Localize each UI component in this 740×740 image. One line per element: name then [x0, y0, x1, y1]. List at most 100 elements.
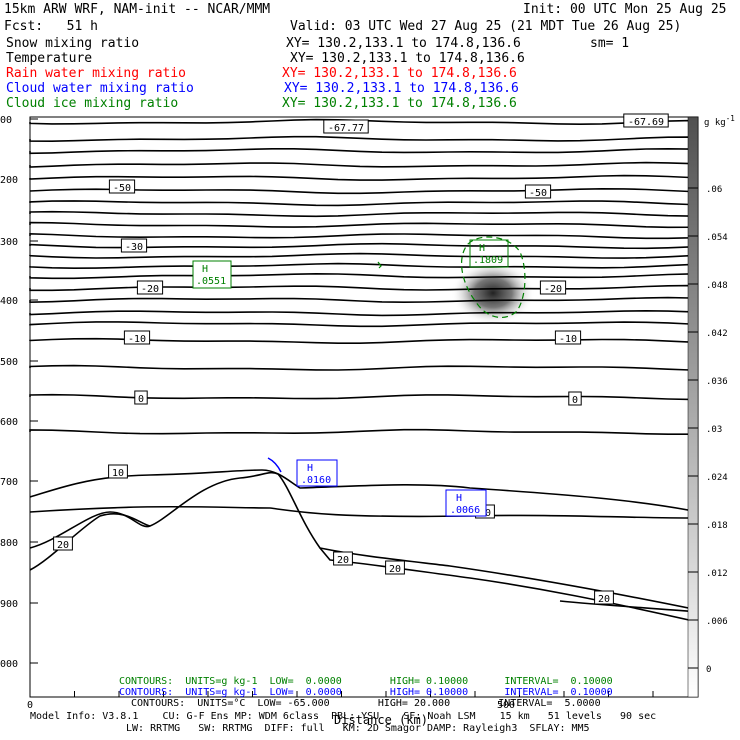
- snow-mixing-ratio-shading: [451, 261, 535, 325]
- colorbar-tick-label: .012: [706, 569, 728, 579]
- cloud-ice-max-box: [469, 239, 509, 268]
- field-snow-xy: XY= 130.2,133.1 to 174.8,136.6: [286, 36, 521, 51]
- cloud-ice-max-box: [192, 260, 232, 289]
- temperature-label-box: [554, 330, 582, 345]
- y-tick-label: 700: [0, 477, 18, 488]
- temperature-contour-label: 20: [389, 564, 401, 575]
- isotherm-line: [559, 600, 699, 613]
- field-temp-xy: XY= 130.2,133.1 to 174.8,136.6: [290, 51, 525, 66]
- colorbar-tick-label: .018: [706, 521, 728, 531]
- isotherm-line: [29, 513, 699, 623]
- footer-physics: LW: RRTMG SW: RRTMG DIFF: full KM: 2D Sm…: [126, 723, 590, 734]
- temperature-contour-label: -50: [113, 183, 131, 194]
- field-snow-smooth: sm= 1: [590, 36, 630, 51]
- colorbar-tick-label: .03: [706, 425, 722, 435]
- cloud-ice-small-contour: [377, 261, 382, 269]
- temperature-label-box: [594, 590, 614, 605]
- isotherm-line: [29, 471, 699, 611]
- temperature-contour-label: 20: [598, 594, 610, 605]
- field-rain-name: Rain water mixing ratio: [6, 66, 187, 81]
- cloud-ice-max-value: .1809: [473, 255, 503, 266]
- cloud-water-max-value: .0160: [301, 475, 331, 486]
- temperature-contour-label: -20: [141, 284, 159, 295]
- contour-info-temperature: CONTOURS: UNITS=°C LOW= -65.000 HIGH= 20…: [131, 698, 601, 709]
- temperature-label-box: [120, 238, 148, 253]
- field-snow-name: Snow mixing ratio: [6, 36, 140, 51]
- cloud-water-max-h: H: [456, 493, 462, 504]
- isotherm-line: [29, 272, 699, 280]
- colorbar-tick-label: .042: [706, 329, 728, 339]
- temperature-label-box: [333, 551, 353, 566]
- isotherm-line: [29, 232, 699, 240]
- model-title: 15km ARW WRF, NAM-init -- NCAR/MMM: [4, 2, 271, 17]
- colorbar-tick-label: .024: [706, 473, 728, 483]
- temperature-contour-label: -20: [544, 284, 562, 295]
- y-tick-label: 300: [0, 237, 18, 248]
- isotherm-line: [29, 210, 699, 218]
- isotherm-line: [29, 428, 699, 435]
- x-axis-label: Distance (km): [334, 713, 428, 727]
- isotherm-line: [29, 200, 699, 207]
- isotherm-line: [29, 147, 699, 155]
- temperature-contour-label: 20: [57, 540, 69, 551]
- temperature-label-box: [108, 464, 128, 479]
- temperature-label-box: [524, 184, 552, 199]
- isotherm-line: [29, 221, 699, 229]
- isotherm-line: [29, 187, 699, 195]
- temperature-label-box: [568, 391, 582, 406]
- contour-info-cloudwater: CONTOURS: UNITS=g kg-1 LOW= 0.0000 HIGH=…: [119, 687, 613, 698]
- temperature-contour-label: -50: [529, 188, 547, 199]
- y-tick-label: 000: [0, 659, 18, 670]
- temperature-contour-label: -10: [128, 334, 146, 345]
- y-tick-label: 400: [0, 296, 18, 307]
- temperature-contour-label: -67.69: [628, 117, 664, 128]
- footer-model-info: Model Info: V3.8.1 CU: G-F Ens MP: WDM 6…: [30, 711, 657, 722]
- temperature-label-box: [323, 119, 369, 134]
- field-cloudice-name: Cloud ice mixing ratio: [6, 96, 179, 111]
- temperature-label-box: [134, 390, 148, 405]
- temperature-label-box: [623, 113, 669, 128]
- isotherm-line: [29, 174, 699, 181]
- temperature-contour-label: 20: [337, 555, 349, 566]
- field-cloudwater-name: Cloud water mixing ratio: [6, 81, 194, 96]
- isotherm-line: [29, 469, 699, 513]
- y-tick-label: 00: [0, 115, 12, 126]
- cloud-water-max-h: H: [307, 463, 313, 474]
- init-time: Init: 00 UTC Mon 25 Aug 25: [523, 2, 727, 17]
- field-rain-xy: XY= 130.2,133.1 to 174.8,136.6: [282, 66, 517, 81]
- isotherm-line: [29, 505, 699, 519]
- temperature-label-box: [123, 330, 151, 345]
- isotherm-line: [29, 309, 699, 317]
- isotherm-line: [29, 296, 699, 304]
- isotherm-line: [29, 364, 699, 371]
- y-tick-label: 800: [0, 538, 18, 549]
- colorbar: [687, 116, 699, 698]
- cloud-water-max-value: .0066: [450, 505, 480, 516]
- contour-info-cloudice: CONTOURS: UNITS=g kg-1 LOW= 0.0000 HIGH=…: [119, 676, 613, 687]
- isotherm-line: [29, 284, 699, 292]
- temperature-contour-label: -10: [559, 334, 577, 345]
- temperature-contour-label: -30: [125, 242, 143, 253]
- cloud-water-max-box: [296, 459, 338, 487]
- temperature-contour-label: 0: [138, 394, 144, 405]
- cloud-ice-max-h: H: [479, 243, 485, 254]
- colorbar-tick-label: .036: [706, 377, 728, 387]
- cloud-water-max-box: [445, 489, 487, 517]
- x-tick-label: 500: [497, 700, 515, 711]
- isotherm-line: [29, 262, 699, 270]
- y-tick-label: 500: [0, 357, 18, 368]
- cloud-ice-max-h: H: [202, 264, 208, 275]
- forecast-hour: Fcst: 51 h: [4, 19, 98, 34]
- temperature-contour-label: -67.77: [328, 123, 364, 134]
- colorbar-units: g kg-1: [704, 114, 735, 128]
- isotherm-line: [29, 135, 699, 143]
- temperature-contour-label: 10: [112, 468, 124, 479]
- colorbar-tick-label: .06: [706, 185, 722, 195]
- temperature-label-box: [136, 280, 164, 295]
- field-temp-name: Temperature: [6, 51, 93, 66]
- isotherm-line: [29, 252, 699, 259]
- cloud-water-contour: [267, 457, 282, 473]
- temperature-label-box: [108, 179, 136, 194]
- colorbar-tick-label: .054: [706, 233, 728, 243]
- temperature-contour-label: 0: [572, 395, 578, 406]
